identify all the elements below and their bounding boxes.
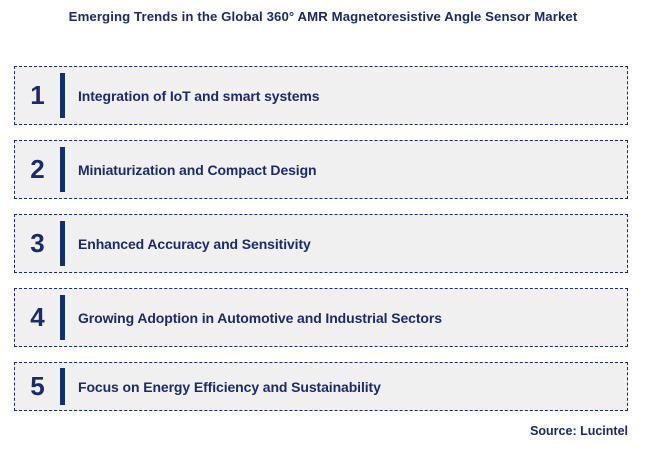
trend-number: 3 [30,227,45,258]
trend-label: Miniaturization and Compact Design [78,161,317,178]
trend-label: Enhanced Accuracy and Sensitivity [78,235,311,252]
trend-number: 2 [30,153,45,184]
page-title: Emerging Trends in the Global 360° AMR M… [68,9,578,24]
trend-label: Integration of IoT and smart systems [78,87,320,104]
trend-list: 1 Integration of IoT and smart systems 2… [14,66,628,411]
trend-row: 1 Integration of IoT and smart systems [14,66,628,125]
source-note: Source: Lucintel [530,424,628,438]
trend-number: 1 [30,79,45,110]
vertical-bar-divider [60,147,65,192]
trend-row: 5 Focus on Energy Efficiency and Sustain… [14,362,628,411]
trend-row: 4 Growing Adoption in Automotive and Ind… [14,288,628,347]
trend-row: 3 Enhanced Accuracy and Sensitivity [14,214,628,273]
trend-number: 5 [30,370,45,401]
trend-number: 4 [30,301,45,332]
trend-row: 2 Miniaturization and Compact Design [14,140,628,199]
vertical-bar-divider [60,73,65,118]
trend-label: Focus on Energy Efficiency and Sustainab… [78,378,381,395]
vertical-bar-divider [60,295,65,340]
vertical-bar-divider [60,368,65,405]
vertical-bar-divider [60,221,65,266]
trend-label: Growing Adoption in Automotive and Indus… [78,309,442,326]
